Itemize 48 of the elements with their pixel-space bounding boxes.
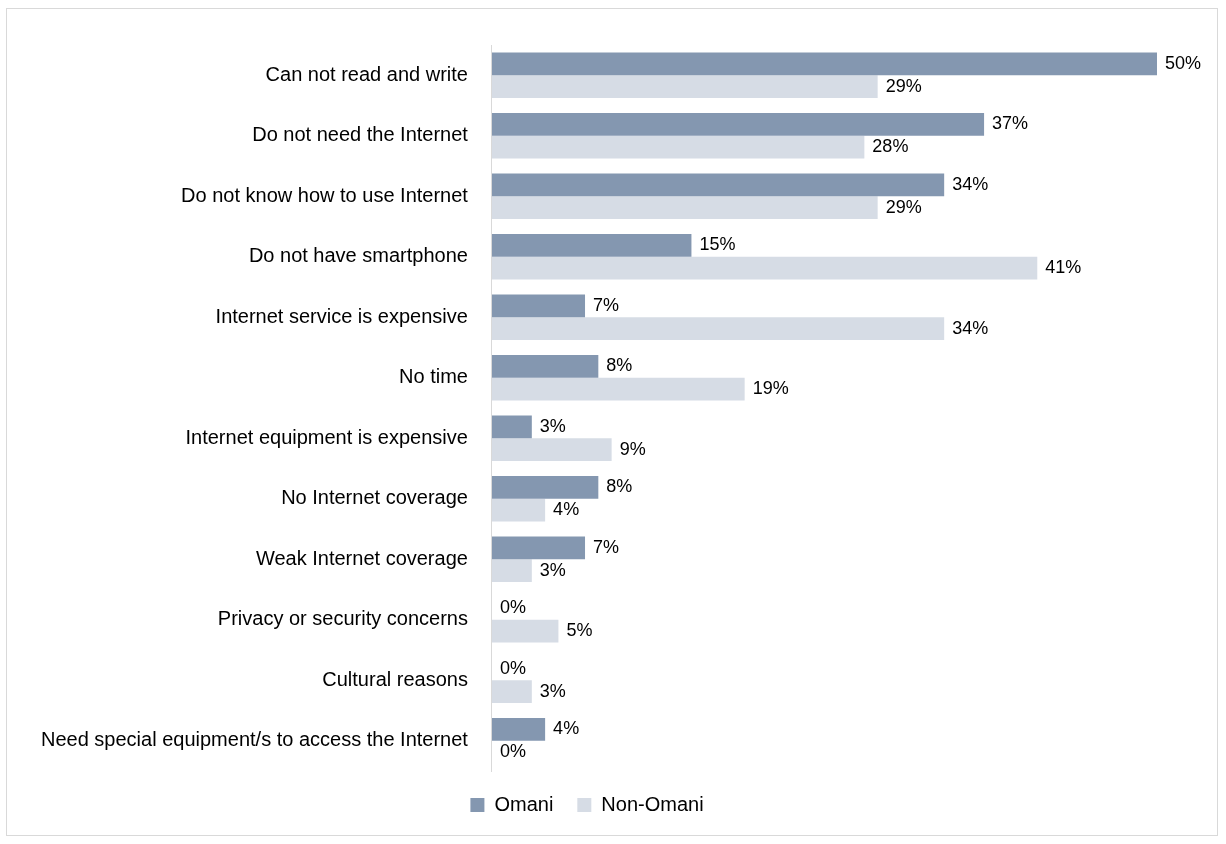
bar [491, 536, 586, 560]
bar [491, 718, 546, 741]
data-label: 7% [593, 536, 620, 557]
data-label: 50% [1165, 52, 1202, 73]
data-label: 8% [606, 355, 633, 376]
data-label: 29% [885, 75, 922, 96]
data-label: 4% [553, 718, 580, 739]
legend-label: Omani [494, 792, 554, 815]
data-label: 29% [885, 196, 922, 217]
bar [491, 234, 692, 257]
data-label: 0% [499, 741, 526, 762]
y-tick-label: Internet service is expensive [215, 304, 468, 327]
bar [491, 113, 985, 136]
bar [491, 294, 586, 318]
data-label: 15% [699, 234, 736, 255]
y-tick-label: Can not read and write [265, 62, 468, 85]
y-tick-label: Do not have smartphone [248, 244, 468, 267]
data-label: 9% [619, 438, 646, 459]
bar [491, 355, 599, 378]
y-tick-label: Internet equipment is expensive [185, 425, 468, 448]
y-tick-label: Need special equipment/s to access the Internet [40, 728, 469, 751]
legend-label: Non-Omani [601, 792, 704, 815]
data-label: 0% [499, 657, 526, 678]
y-tick-label: No Internet coverage [281, 486, 468, 509]
data-label: 34% [952, 173, 989, 194]
y-tick-label: Cultural reasons [322, 667, 468, 690]
bar [491, 415, 532, 439]
data-label: 3% [539, 415, 566, 436]
y-tick-label: Do not need the Internet [252, 123, 469, 146]
bar [491, 52, 1157, 76]
data-label: 7% [593, 294, 620, 315]
data-label: 4% [553, 499, 580, 520]
y-tick-label: Privacy or security concerns [217, 607, 468, 630]
data-label: 0% [499, 597, 526, 618]
data-label: 3% [539, 559, 566, 580]
data-label: 37% [992, 113, 1029, 134]
bar [491, 173, 945, 197]
y-tick-label: No time [399, 365, 468, 388]
data-label: 41% [1045, 257, 1082, 278]
data-label: 3% [539, 680, 566, 701]
bar [491, 476, 599, 499]
y-tick-label: Do not know how to use Internet [181, 183, 469, 206]
y-tick-label: Weak Internet coverage [255, 546, 468, 569]
data-label: 8% [606, 476, 633, 497]
data-label: 19% [752, 378, 789, 399]
data-label: 5% [566, 620, 593, 641]
data-label: 28% [872, 136, 909, 157]
data-label: 34% [952, 317, 989, 338]
